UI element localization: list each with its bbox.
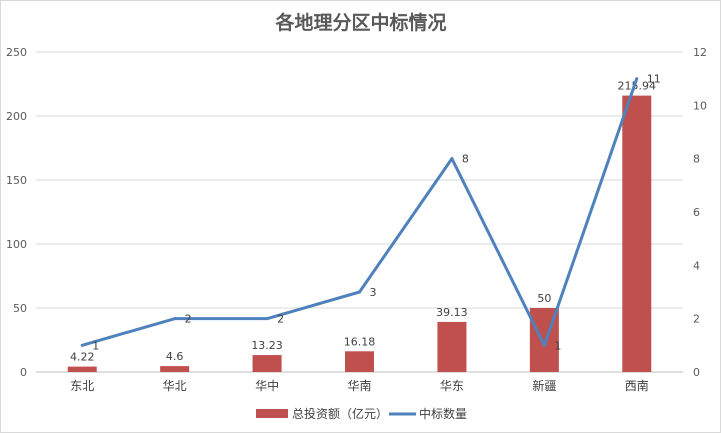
- line-point: [265, 317, 269, 321]
- series-line: [81, 78, 639, 347]
- bar: [160, 366, 190, 372]
- left-tick-label: 50: [13, 302, 27, 315]
- bar: [622, 95, 652, 372]
- right-axis: 0 2 4 6 8 10 12: [693, 46, 707, 379]
- left-tick-label: 250: [6, 46, 27, 59]
- category-label: 新疆: [532, 378, 556, 393]
- bar-data-label: 16.18: [344, 335, 376, 348]
- line-data-label: 2: [277, 313, 284, 326]
- line-data-label: 2: [185, 313, 192, 326]
- right-tick-label: 10: [693, 99, 707, 112]
- left-tick-label: 200: [6, 110, 27, 123]
- bar-data-label: 4.6: [166, 350, 184, 363]
- left-tick-label: 100: [6, 238, 27, 251]
- line-data-label: 1: [554, 339, 561, 352]
- line-data-label: 8: [462, 153, 469, 166]
- right-tick-label: 8: [693, 153, 700, 166]
- line-point: [80, 343, 84, 347]
- line-point: [542, 343, 546, 347]
- chart-title: 各地理分区中标情况: [274, 11, 446, 34]
- category-label: 华北: [163, 379, 187, 393]
- left-tick-label: 150: [6, 174, 27, 187]
- bar: [252, 355, 282, 372]
- line-point: [173, 317, 177, 321]
- line-point: [358, 290, 361, 294]
- legend-bar-swatch: [256, 409, 288, 418]
- line-data-label: 3: [370, 286, 377, 299]
- legend-line-label: 中标数量: [419, 406, 467, 421]
- bar-data-label: 215.94: [618, 80, 657, 93]
- bar-data-label: 13.23: [251, 339, 283, 352]
- right-tick-label: 12: [693, 46, 707, 59]
- bar: [437, 321, 467, 372]
- left-tick-label: 0: [20, 366, 27, 379]
- gridlines: [36, 51, 683, 373]
- right-tick-label: 0: [693, 366, 700, 379]
- bar-data-label: 39.13: [436, 306, 468, 319]
- bar-series: 4.22 4.6 13.23 16.18 39.13 50 215.94: [67, 80, 657, 372]
- bar: [345, 351, 374, 372]
- right-tick-label: 4: [693, 259, 700, 272]
- category-label: 华南: [347, 378, 371, 393]
- category-axis: 东北 华北 华中 华南 华东 新疆 西南: [70, 378, 649, 393]
- line-data-label: 11: [647, 73, 661, 86]
- line-point: [635, 77, 639, 81]
- left-axis: 0 50 100 150 200 250: [6, 46, 27, 379]
- legend-bar-label: 总投资额（亿元）: [292, 406, 388, 421]
- bar-data-label: 4.22: [70, 351, 95, 364]
- bar: [67, 366, 97, 372]
- category-label: 华中: [255, 378, 279, 393]
- line-data-label: 1: [92, 339, 99, 352]
- bar-data-label: 50: [537, 292, 551, 305]
- right-tick-label: 6: [693, 206, 700, 219]
- category-label: 华东: [440, 379, 464, 393]
- category-label: 西南: [625, 378, 649, 393]
- right-tick-label: 2: [693, 313, 700, 326]
- category-label: 东北: [70, 379, 94, 393]
- legend: 总投资额（亿元） 中标数量: [256, 406, 467, 421]
- line-point: [450, 157, 454, 161]
